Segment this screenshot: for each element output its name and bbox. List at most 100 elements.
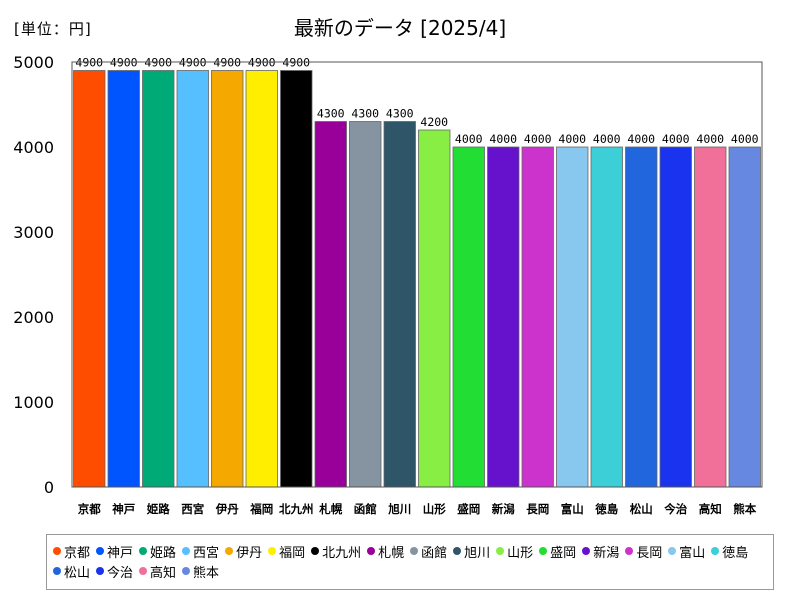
x-tick-label: 新潟 bbox=[492, 502, 515, 516]
legend-dot-icon bbox=[625, 547, 634, 555]
legend-item: 西宮 bbox=[182, 541, 219, 561]
plot-frame bbox=[71, 61, 763, 488]
legend-dot-icon bbox=[225, 547, 234, 555]
legend-item: 京都 bbox=[53, 541, 90, 561]
x-tick-label: 京都 bbox=[78, 502, 101, 516]
legend-label: 盛岡 bbox=[550, 545, 577, 561]
y-tick-label: 3000 bbox=[13, 223, 54, 242]
legend-label: 富山 bbox=[679, 545, 706, 561]
legend-item: 札幌 bbox=[367, 541, 404, 561]
legend-label: 西宮 bbox=[193, 545, 220, 561]
bar bbox=[590, 146, 623, 488]
legend-dot-icon bbox=[182, 567, 191, 575]
bar-value-label: 4000 bbox=[489, 132, 517, 146]
y-tick-label: 5000 bbox=[13, 53, 54, 72]
bar bbox=[383, 121, 416, 488]
x-tick-label: 西宮 bbox=[181, 502, 204, 516]
bar bbox=[556, 146, 589, 488]
x-tick-label: 函館 bbox=[354, 502, 377, 516]
bar-value-label: 4000 bbox=[558, 132, 586, 146]
legend-label: 高知 bbox=[150, 565, 177, 581]
bar bbox=[73, 70, 106, 488]
legend-label: 札幌 bbox=[378, 545, 405, 561]
legend-dot-icon bbox=[139, 567, 148, 575]
bar-value-label: 4000 bbox=[455, 132, 483, 146]
legend-item: 伊丹 bbox=[225, 541, 262, 561]
bar bbox=[521, 146, 554, 488]
legend-label: 神戸 bbox=[107, 545, 134, 561]
y-tick-label: 2000 bbox=[13, 308, 54, 327]
legend-label: 福岡 bbox=[279, 545, 306, 561]
x-tick-label: 神戸 bbox=[112, 502, 135, 516]
x-tick-label: 伊丹 bbox=[215, 502, 239, 516]
legend-item: 盛岡 bbox=[539, 541, 576, 561]
x-tick-label: 北九州 bbox=[279, 502, 314, 516]
legend-dot-icon bbox=[53, 547, 61, 555]
y-tick-label: 4000 bbox=[13, 138, 54, 157]
legend-item: 松山 bbox=[53, 561, 90, 581]
legend-dot-icon bbox=[453, 547, 462, 555]
bar bbox=[211, 70, 244, 488]
legend-label: 旭川 bbox=[464, 545, 491, 561]
legend-dot-icon bbox=[367, 547, 376, 555]
legend-dot-icon bbox=[582, 547, 591, 555]
bar-value-label: 4300 bbox=[317, 107, 345, 121]
bar bbox=[142, 70, 175, 488]
bar bbox=[487, 146, 520, 488]
legend-item: 徳島 bbox=[711, 541, 748, 561]
bar-value-label: 4000 bbox=[662, 132, 690, 146]
bar-value-label: 4200 bbox=[420, 115, 448, 129]
legend-dot-icon bbox=[268, 547, 277, 555]
legend-dot-icon bbox=[139, 547, 148, 555]
legend-dot-icon bbox=[711, 547, 720, 555]
legend-label: 北九州 bbox=[322, 545, 362, 561]
legend-dot-icon bbox=[410, 547, 419, 555]
legend-dot-icon bbox=[182, 547, 191, 555]
x-tick-label: 福岡 bbox=[249, 502, 273, 516]
x-tick-label: 徳島 bbox=[594, 502, 618, 516]
x-tick-label: 盛岡 bbox=[457, 502, 480, 516]
bar bbox=[280, 70, 313, 488]
bar-value-label: 4000 bbox=[696, 132, 724, 146]
unit-label: [単位：円] bbox=[14, 20, 92, 38]
legend-item: 姫路 bbox=[139, 541, 176, 561]
x-tick-label: 札幌 bbox=[318, 502, 342, 516]
legend-dot-icon bbox=[668, 547, 677, 555]
legend-label: 今治 bbox=[107, 565, 134, 581]
x-tick-label: 熊本 bbox=[733, 502, 756, 516]
x-tick-label: 高知 bbox=[699, 502, 722, 516]
bar bbox=[625, 146, 658, 488]
legend-item: 山形 bbox=[496, 541, 533, 561]
bar bbox=[176, 70, 209, 488]
x-tick-label: 山形 bbox=[423, 502, 446, 516]
legend-item: 函館 bbox=[410, 541, 447, 561]
bar bbox=[418, 129, 451, 488]
legend-label: 熊本 bbox=[193, 565, 220, 581]
x-tick-label: 長岡 bbox=[526, 502, 549, 516]
legend-dot-icon bbox=[311, 547, 320, 555]
legend-label: 長岡 bbox=[636, 545, 663, 561]
legend-dot-icon bbox=[53, 567, 61, 575]
legend-dot-icon bbox=[96, 567, 105, 575]
bar bbox=[314, 121, 347, 488]
x-tick-label: 旭川 bbox=[387, 502, 411, 516]
legend-item: 高知 bbox=[139, 561, 176, 581]
legend-label: 松山 bbox=[64, 565, 91, 581]
legend-dot-icon bbox=[539, 547, 548, 555]
legend-item: 富山 bbox=[668, 541, 705, 561]
bar-value-label: 4300 bbox=[386, 107, 414, 121]
bar-value-label: 4300 bbox=[351, 107, 379, 121]
legend-item: 北九州 bbox=[311, 541, 361, 561]
bar-chart: 4900京都4900神戸4900姫路4900西宮4900伊丹4900福岡4900… bbox=[13, 53, 763, 516]
bar-value-label: 4000 bbox=[593, 132, 621, 146]
x-tick-label: 松山 bbox=[630, 502, 653, 516]
bar-value-label: 4000 bbox=[627, 132, 655, 146]
bar bbox=[107, 70, 140, 488]
y-tick-label: 1000 bbox=[13, 393, 54, 412]
x-tick-label: 姫路 bbox=[147, 502, 170, 516]
legend-label: 徳島 bbox=[722, 545, 749, 561]
chart-title: 最新のデータ [2025/4] bbox=[293, 16, 507, 40]
bar bbox=[349, 121, 382, 488]
chart-legend: 京都 神戸 姫路 西宮 伊丹 福岡 北九州 札幌 函館 旭川 山形 盛岡 新潟 長岡 富山 徳島松山 今治 高知熊… bbox=[46, 534, 774, 590]
legend-label: 新潟 bbox=[593, 545, 620, 561]
